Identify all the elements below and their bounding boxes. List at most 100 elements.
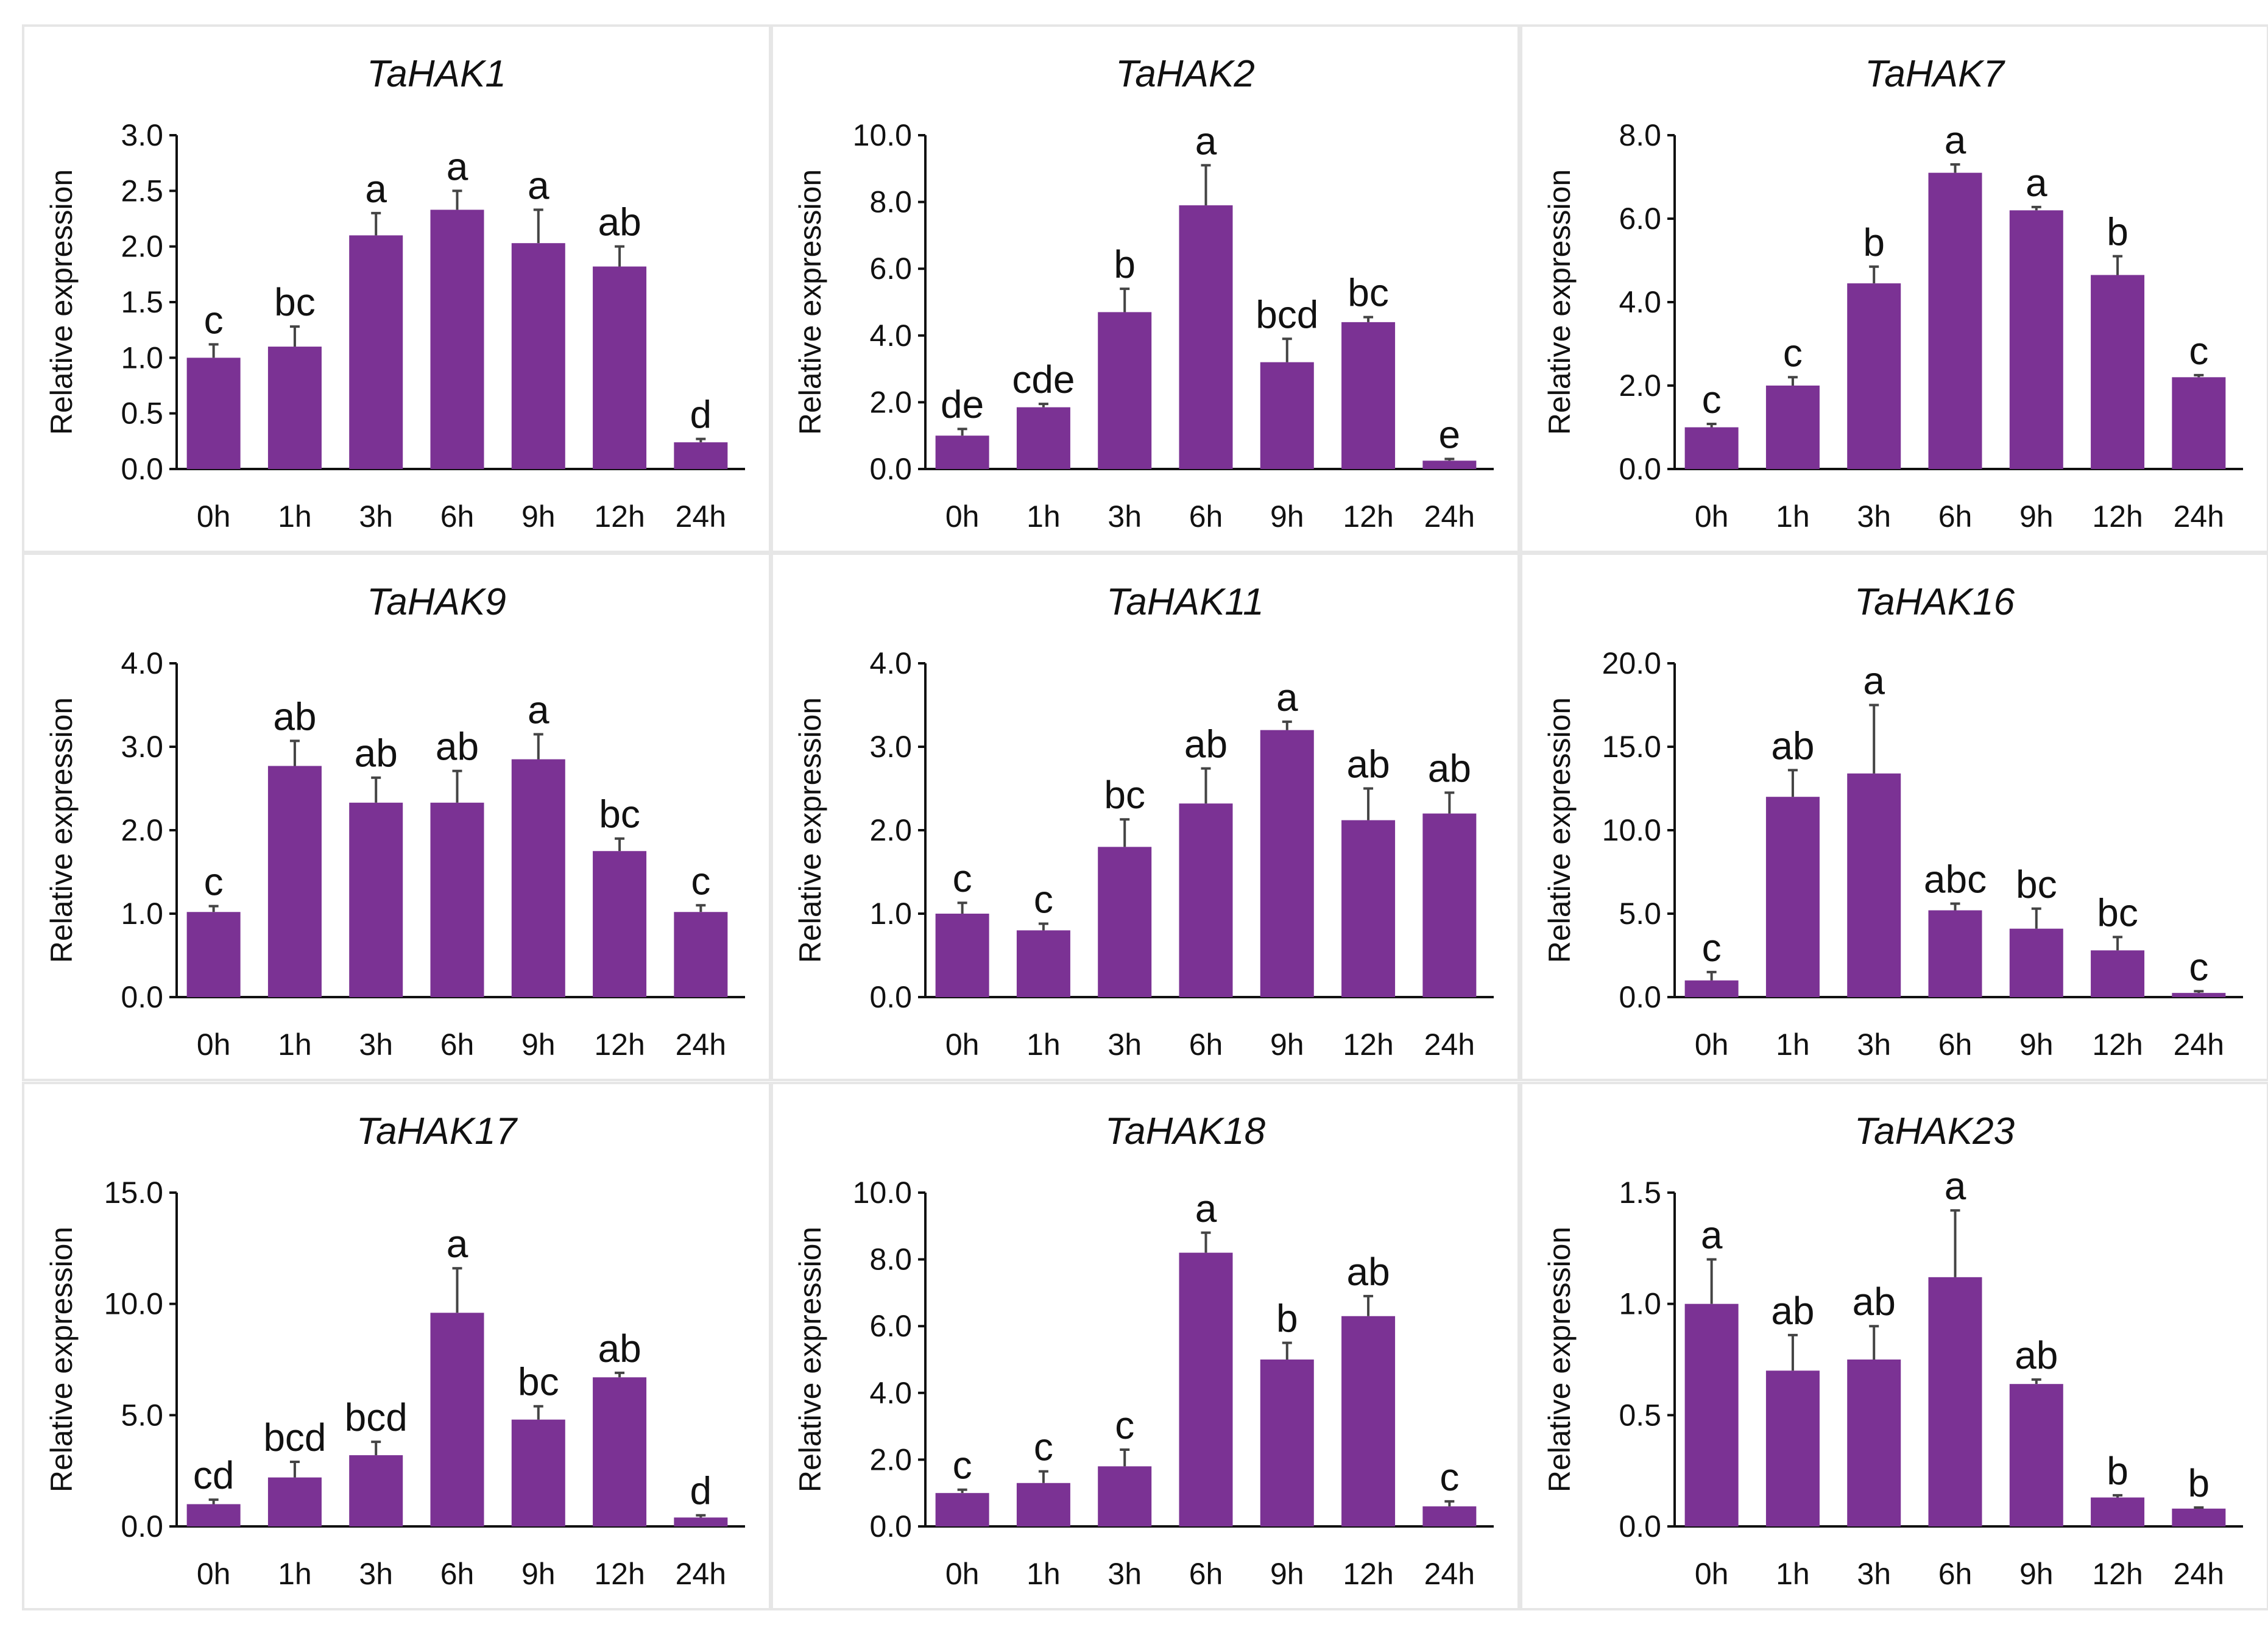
x-tick-label: 3h [359,499,393,534]
x-tick-label: 24h [2174,1557,2224,1591]
bar-3h [349,802,403,997]
bar-0h [935,1493,989,1526]
y-tick-label: 1.0 [121,897,163,931]
x-tick-label: 12h [2092,1028,2143,1062]
significance-letter: b [2107,210,2128,254]
chart-panel-tahak7: TaHAK7 Relative expression 0.0 2.0 4.0 6.0 8.0… [1520,24,2268,553]
y-tick-label: 0.0 [1619,980,1661,1014]
x-tick-label: 24h [1424,1557,1475,1591]
significance-letter: a [447,144,468,188]
x-tick-label: 12h [2092,1557,2143,1591]
y-tick-label: 5.0 [121,1398,163,1432]
x-tick-label: 24h [2174,499,2224,534]
bar-1h [1765,797,1820,997]
x-tick-label: 0h [1695,1028,1729,1062]
chart-title: TaHAK11 [1106,581,1264,623]
y-tick-label: 2.0 [1619,369,1661,403]
significance-letter: c [1440,1455,1459,1499]
y-tick-label: 8.0 [1619,118,1661,152]
y-tick-label: 10.0 [1602,813,1661,847]
y-tick-label: 10.0 [104,1287,163,1321]
x-tick-label: 6h [1189,499,1223,534]
significance-letter: ab [598,1327,641,1370]
bar-1h [267,347,322,469]
significance-letter: c [2189,329,2208,373]
y-tick-label: 1.0 [121,340,163,375]
bar-0h [186,358,241,469]
y-tick-label: 0.0 [869,980,912,1014]
y-axis-label: Relative expression [793,697,827,963]
y-tick-label: 6.0 [1619,202,1661,236]
significance-letter: bcd [1256,292,1318,336]
x-tick-label: 6h [440,1028,475,1062]
significance-letter: bc [1104,773,1145,817]
bar-3h [1847,1360,1901,1526]
y-tick-label: 4.0 [1619,285,1661,319]
significance-letter: a [1195,119,1217,163]
x-tick-label: 0h [1695,1557,1729,1591]
x-tick-label: 9h [521,1028,556,1062]
y-tick-label: 0.5 [1619,1398,1661,1432]
y-tick-label: 2.0 [869,813,912,847]
bar-3h [1847,773,1901,997]
x-tick-label: 3h [1857,1028,1891,1062]
bar-9h [511,1419,565,1526]
x-tick-label: 3h [359,1028,393,1062]
x-tick-label: 0h [197,499,231,534]
y-tick-label: 0.0 [869,1509,912,1543]
bar-0h [935,914,989,997]
y-axis-label: Relative expression [44,169,79,435]
bar-chart: TaHAK2 Relative expression 0.0 2.0 4.0 6.0 8.0… [793,53,1494,534]
bar-12h [1341,820,1396,997]
x-tick-label: 9h [1270,1028,1304,1062]
x-tick-label: 1h [1026,499,1061,534]
bar-9h [2009,1384,2063,1526]
significance-letter: c [1034,877,1053,921]
y-tick-label: 15.0 [1602,730,1661,764]
y-tick-label: 0.0 [1619,452,1661,486]
significance-letter: ab [1771,724,1814,767]
significance-letter: a [528,688,549,732]
chart-panel-tahak23: TaHAK23 Relative expression 0.0 0.5 1.0 1.5 a 0… [1520,1082,2268,1610]
significance-letter: bc [518,1360,559,1404]
bar-chart: TaHAK9 Relative expression 0.0 1.0 2.0 3.0 4.0… [44,581,745,1062]
bar-12h [593,266,647,469]
bar-24h [1422,1506,1477,1526]
significance-letter: c [1115,1403,1134,1447]
x-tick-label: 9h [2019,499,2054,534]
significance-letter: ab [1346,742,1390,786]
x-tick-label: 3h [1857,1557,1891,1591]
bar-1h [1765,386,1820,469]
bar-1h [267,1477,322,1526]
significance-letter: a [447,1222,468,1266]
significance-letter: bc [274,280,316,324]
chart-panel-tahak17: TaHAK17 Relative expression 0.0 5.0 10.0 15.0… [22,1082,771,1610]
x-tick-label: 24h [1424,499,1475,534]
significance-letter: ab [1853,1280,1896,1324]
x-tick-label: 0h [945,1028,980,1062]
x-tick-label: 12h [594,1028,645,1062]
significance-letter: a [365,167,387,211]
significance-letter: c [2189,945,2208,989]
y-tick-label: 1.0 [869,897,912,931]
x-tick-label: 6h [1938,1028,1973,1062]
bar-9h [511,243,565,469]
chart-title: TaHAK16 [1854,581,2015,623]
y-tick-label: 6.0 [869,252,912,286]
bar-0h [186,1504,241,1526]
y-tick-label: 10.0 [853,1176,912,1210]
bar-9h [1260,730,1314,997]
bar-24h [2172,993,2226,997]
x-tick-label: 3h [1108,499,1142,534]
x-tick-label: 6h [1938,499,1973,534]
y-tick-label: 0.0 [121,452,163,486]
y-tick-label: 1.5 [121,285,163,319]
y-tick-label: 4.0 [121,646,163,680]
bar-0h [935,436,989,469]
significance-letter: c [1034,1425,1053,1469]
significance-letter: a [1863,659,1885,703]
y-tick-label: 0.0 [1619,1509,1661,1543]
x-tick-label: 9h [2019,1028,2054,1062]
chart-title: TaHAK2 [1115,53,1255,95]
bar-3h [1098,847,1152,997]
